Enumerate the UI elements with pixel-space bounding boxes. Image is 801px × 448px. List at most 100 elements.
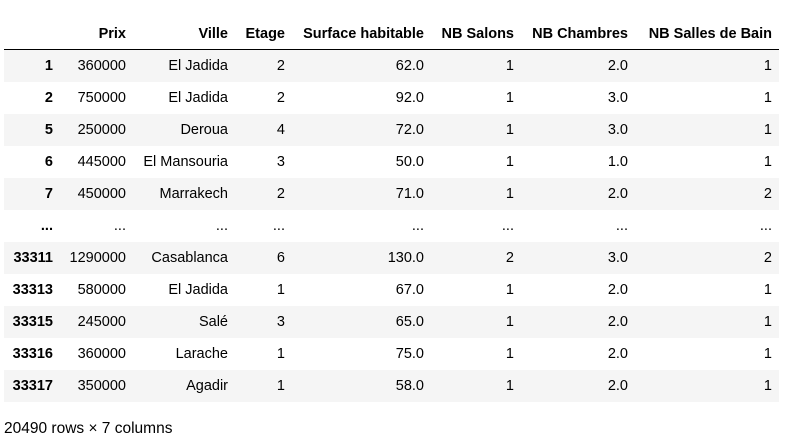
cell-ville: El Jadida	[168, 89, 228, 106]
cell-surface-habitable: 130.0	[387, 249, 424, 266]
cell-etage: 3	[276, 313, 285, 330]
cell-nb-salles-de-bain: 1	[763, 89, 772, 106]
table-row: 33317 350000 Agadir 1 58.0 1 2.0 1	[4, 369, 779, 402]
dataframe-table: Prix Ville Etage Surface habitable NB Sa…	[4, 18, 779, 402]
cell-nb-salles-de-bain: 1	[763, 377, 772, 394]
cell-ville: Salé	[198, 313, 228, 330]
cell-nb-salons: 2	[505, 249, 514, 266]
ellipsis-row: ........................	[4, 209, 779, 242]
table-header: Prix Ville Etage Surface habitable NB Sa…	[4, 18, 779, 50]
cell-prix: 450000	[77, 185, 126, 202]
table-row: 7 450000 Marrakech 2 71.0 1 2.0 2	[4, 177, 779, 210]
cell-nb-salons: 1	[505, 57, 514, 74]
table-body: 1 360000 El Jadida 2 62.0 1 2.0 1 2 750000 El Jadi…	[4, 49, 779, 402]
row-index: 33316	[12, 345, 53, 362]
cell-surface-habitable: 92.0	[395, 89, 424, 106]
cell-nb-chambres: 1.0	[607, 153, 628, 170]
cell-etage: ...	[272, 217, 285, 234]
row-index: 33317	[12, 377, 53, 394]
column-header-nb-chambres: NB Chambres	[521, 18, 635, 50]
cell-nb-salons: 1	[505, 89, 514, 106]
index-header	[4, 18, 60, 50]
cell-nb-salles-de-bain: 2	[763, 249, 772, 266]
cell-nb-salons: 1	[505, 281, 514, 298]
column-header-surface-habitable: Surface habitable	[292, 18, 431, 50]
cell-nb-chambres: 2.0	[607, 313, 628, 330]
cell-nb-salles-de-bain: 1	[763, 281, 772, 298]
shape-summary: 20490 rows × 7 columns	[4, 420, 173, 437]
table-row: 6 445000 El Mansouria 3 50.0 1 1.0 1	[4, 145, 779, 178]
table-row: 33315 245000 Salé 3 65.0 1 2.0 1	[4, 305, 779, 338]
cell-etage: 1	[276, 281, 285, 298]
cell-nb-salles-de-bain: 1	[763, 121, 772, 138]
cell-ville: El Jadida	[168, 281, 228, 298]
cell-prix: 245000	[77, 313, 126, 330]
row-index: 5	[44, 121, 53, 138]
cell-surface-habitable: 72.0	[395, 121, 424, 138]
cell-etage: 4	[276, 121, 285, 138]
cell-etage: 6	[276, 249, 285, 266]
cell-nb-chambres: 3.0	[607, 121, 628, 138]
cell-etage: 2	[276, 89, 285, 106]
column-header-etage: Etage	[235, 18, 292, 50]
cell-nb-salles-de-bain: 1	[763, 313, 772, 330]
cell-prix: 360000	[77, 57, 126, 74]
row-index: 33313	[12, 281, 53, 298]
cell-surface-habitable: 71.0	[395, 185, 424, 202]
cell-nb-salons: 1	[505, 153, 514, 170]
cell-nb-salles-de-bain: 2	[763, 185, 772, 202]
cell-nb-chambres: 2.0	[607, 281, 628, 298]
row-index: 33311	[13, 249, 53, 266]
table-row: 2 750000 El Jadida 2 92.0 1 3.0 1	[4, 81, 779, 114]
cell-etage: 2	[276, 185, 285, 202]
table-row: 33316 360000 Larache 1 75.0 1 2.0 1	[4, 337, 779, 370]
row-index: 33315	[12, 313, 53, 330]
cell-nb-chambres: 2.0	[607, 57, 628, 74]
cell-surface-habitable: 62.0	[395, 57, 424, 74]
cell-nb-chambres: 3.0	[607, 89, 628, 106]
table-row: 1 360000 El Jadida 2 62.0 1 2.0 1	[4, 49, 779, 82]
cell-prix: 445000	[77, 153, 126, 170]
row-index: 7	[44, 185, 53, 202]
cell-ville: Casablanca	[151, 249, 228, 266]
row-index: 1	[44, 57, 53, 74]
cell-nb-salons: 1	[505, 377, 514, 394]
cell-nb-salles-de-bain: ...	[759, 217, 772, 234]
cell-ville: Deroua	[180, 121, 228, 138]
cell-nb-salles-de-bain: 1	[763, 153, 772, 170]
cell-nb-chambres: 2.0	[607, 185, 628, 202]
cell-nb-salons: 1	[505, 313, 514, 330]
column-header-prix: Prix	[60, 18, 133, 50]
cell-nb-chambres: ...	[615, 217, 628, 234]
cell-prix: 350000	[77, 377, 126, 394]
table-row: 33313 580000 El Jadida 1 67.0 1 2.0 1	[4, 273, 779, 306]
cell-etage: 1	[276, 345, 285, 362]
cell-surface-habitable: 65.0	[395, 313, 424, 330]
cell-surface-habitable: 58.0	[395, 377, 424, 394]
row-index: 6	[44, 153, 53, 170]
cell-prix: ...	[113, 217, 126, 234]
cell-nb-salles-de-bain: 1	[763, 57, 772, 74]
cell-prix: 250000	[77, 121, 126, 138]
cell-surface-habitable: ...	[411, 217, 424, 234]
row-index: 2	[44, 89, 53, 106]
cell-etage: 2	[276, 57, 285, 74]
column-header-ville: Ville	[133, 18, 235, 50]
cell-surface-habitable: 75.0	[395, 345, 424, 362]
cell-nb-salles-de-bain: 1	[763, 345, 772, 362]
cell-nb-salons: 1	[505, 121, 514, 138]
cell-ville: ...	[215, 217, 228, 234]
cell-ville: Larache	[175, 345, 228, 362]
cell-nb-salons: ...	[501, 217, 514, 234]
cell-nb-salons: 1	[505, 345, 514, 362]
cell-ville: El Mansouria	[143, 153, 228, 170]
cell-nb-chambres: 2.0	[607, 345, 628, 362]
table-row: 33311 1290000 Casablanca 6 130.0 2 3.0 2	[4, 241, 779, 274]
cell-nb-salons: 1	[505, 185, 514, 202]
cell-surface-habitable: 50.0	[395, 153, 424, 170]
table-row: 5 250000 Deroua 4 72.0 1 3.0 1	[4, 113, 779, 146]
cell-nb-chambres: 3.0	[607, 249, 628, 266]
cell-ville: Marrakech	[159, 185, 229, 202]
cell-etage: 3	[276, 153, 285, 170]
column-header-nb-salles-de-bain: NB Salles de Bain	[635, 18, 779, 50]
